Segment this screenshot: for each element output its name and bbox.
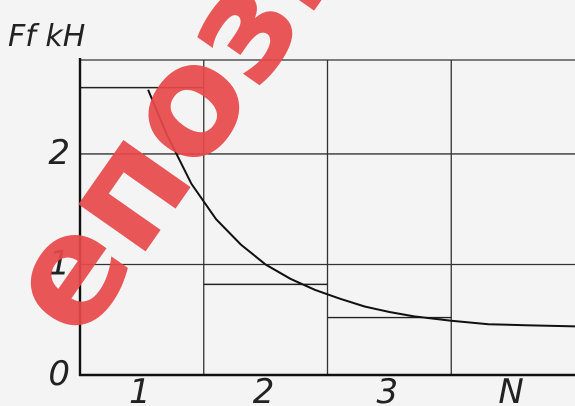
y-tick-label: 0 [48,354,70,394]
axes [78,58,575,377]
y-axis-title: Ff kH [8,19,85,54]
y-tick-label: 1 [48,243,70,283]
force-curve [147,89,575,328]
x-tick-label: N [498,372,523,406]
x-tick-label: 1 [129,372,151,406]
y-tick-labels: 0 1 2 [48,133,70,394]
curve-line [147,89,575,328]
x-tick-label: 2 [253,372,275,406]
grid [80,59,575,375]
y-tick-label: 2 [48,133,70,173]
x-tick-label: 3 [377,372,399,406]
x-tick-labels: 1 2 3 N [129,372,524,406]
